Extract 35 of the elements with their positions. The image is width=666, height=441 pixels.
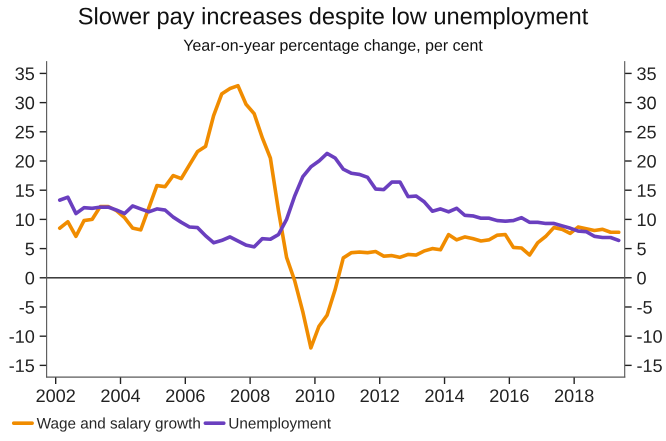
legend-label: Wage and salary growth: [36, 417, 200, 432]
chart-subtitle: Year-on-year percentage change, per cent: [184, 39, 483, 54]
y-tick-label: 35: [15, 67, 34, 80]
x-tick-label: 2010: [296, 389, 334, 402]
x-tick-label: 2004: [101, 389, 140, 402]
y2-tick-label: 35: [637, 67, 656, 80]
x-tick-label: 2006: [166, 389, 205, 402]
y-tick-label: 20: [16, 154, 34, 168]
legend-label: Unemployment: [230, 417, 331, 432]
y2-tick-label: 20: [637, 154, 656, 168]
y2-tick-label: -5: [637, 301, 652, 314]
y2-tick-label: 30: [637, 96, 656, 110]
y2-tick-label: 5: [637, 242, 646, 256]
y2-tick-label: -10: [637, 330, 662, 343]
x-tick-label: 2002: [36, 389, 75, 402]
y-tick-label: 0: [25, 272, 34, 285]
y-tick-label: -15: [10, 359, 34, 372]
x-tick-label: 2016: [490, 389, 529, 402]
x-tick-label: 2012: [360, 389, 399, 402]
chart-title: Slower pay increases despite low unemployment: [78, 7, 588, 30]
y-tick-label: 15: [16, 184, 34, 197]
y-tick-label: 25: [16, 126, 34, 139]
y2-tick-label: 0: [637, 272, 646, 285]
y2-tick-label: 10: [638, 213, 656, 226]
x-tick-label: 2014: [425, 389, 464, 402]
y2-tick-label: 15: [638, 184, 656, 197]
y2-tick-label: 25: [637, 126, 656, 139]
x-tick-label: 2008: [230, 389, 270, 402]
y-tick-label: -5: [20, 301, 34, 314]
y2-tick-label: -15: [637, 359, 662, 372]
x-tick-label: 2018: [554, 389, 594, 402]
y-tick-label: 10: [16, 213, 34, 226]
y-tick-label: 30: [15, 96, 34, 110]
y-tick-label: -10: [10, 330, 34, 343]
y-tick-label: 5: [25, 242, 34, 256]
